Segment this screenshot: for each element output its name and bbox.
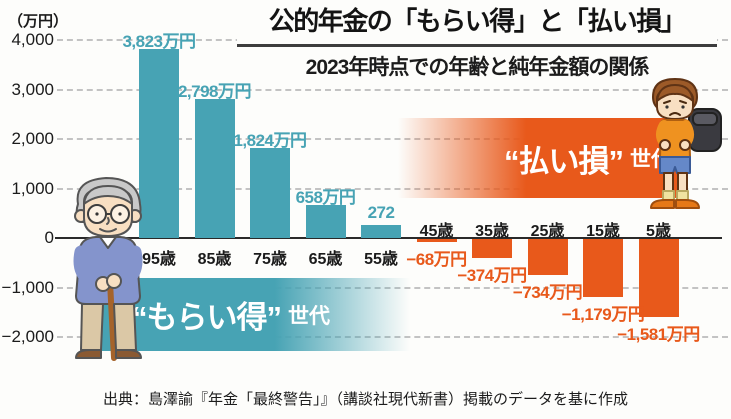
y-tick-label-0: 0 bbox=[44, 228, 54, 247]
bar-age-label-85歳: 85歳 bbox=[197, 251, 232, 268]
bar-95歳 bbox=[139, 48, 179, 238]
gain-banner-quote-text: “もらい得” bbox=[132, 300, 282, 335]
chart-subtitle: 2023年時点での年齢と純年金額の関係 bbox=[305, 55, 650, 79]
bar-age-label-35歳: 35歳 bbox=[475, 223, 509, 240]
bar-45歳 bbox=[416, 239, 457, 243]
gridline-2000 bbox=[57, 138, 728, 140]
schoolboy-illustration bbox=[650, 78, 722, 209]
y-tick-label-1000: 1,000 bbox=[11, 178, 54, 198]
bar-value-label-15歳: −1,179万円 bbox=[561, 305, 645, 325]
title-block: 公的年金の「もらい得」と「払い損」 2023年時点での年齢と純年金額の関係 bbox=[237, 3, 717, 81]
chart-title: 公的年金の「もらい得」と「払い損」 bbox=[237, 3, 717, 47]
bar-5歳 bbox=[638, 239, 679, 318]
bar-age-label-15歳: 15歳 bbox=[586, 223, 620, 240]
bar-value-label-55歳: 272 bbox=[367, 202, 395, 222]
man-pants bbox=[80, 303, 104, 351]
bar-age-label-45歳: 45歳 bbox=[419, 223, 454, 240]
bar-25歳 bbox=[527, 239, 568, 276]
boy-socks bbox=[662, 190, 675, 201]
y-tick-label--2000: −2,000 bbox=[1, 327, 54, 346]
gain-banner-suffix: 世代 bbox=[288, 304, 330, 328]
boy-shorts bbox=[659, 156, 691, 174]
bar-35歳 bbox=[472, 239, 512, 258]
bar-age-label-5歳: 5歳 bbox=[646, 223, 671, 240]
loss-generation-banner: “払い損” 世代 bbox=[398, 118, 683, 198]
bar-value-label-75歳: 1,824万円 bbox=[233, 130, 307, 150]
source-credit: 出典：島澤諭『年金「最終警告」』（講談社現代新書）掲載のデータを基に作成 bbox=[102, 391, 628, 408]
gain-generation-banner: “もらい得” 世代 bbox=[88, 278, 410, 351]
boy-shoes bbox=[650, 199, 675, 209]
y-axis-unit-label: （万円） bbox=[8, 13, 69, 30]
bar-age-label-95歳: 95歳 bbox=[142, 251, 176, 268]
loss-banner-quote-text: “払い損” bbox=[504, 143, 624, 179]
y-tick-label-3000: 3,000 bbox=[11, 79, 54, 99]
bar-85歳 bbox=[194, 99, 235, 238]
gridline-1000 bbox=[57, 187, 728, 190]
bar-age-label-75歳: 75歳 bbox=[253, 251, 287, 268]
bar-75歳 bbox=[250, 147, 290, 238]
y-tick-label-2000: 2,000 bbox=[11, 129, 54, 148]
man-cane bbox=[107, 279, 117, 361]
x-axis-zero-line bbox=[55, 237, 722, 239]
bar-value-label-35歳: −374万円 bbox=[457, 265, 527, 285]
y-tick-label--1000: −1,000 bbox=[1, 277, 54, 297]
bar-age-label-25歳: 25歳 bbox=[530, 223, 565, 240]
bar-age-label-65歳: 65歳 bbox=[308, 251, 343, 268]
man-shoes bbox=[75, 349, 102, 359]
bar-55歳 bbox=[361, 224, 401, 238]
elderly-man-illustration bbox=[73, 177, 143, 361]
bar-value-label-5歳: −1,581万円 bbox=[617, 325, 700, 345]
bar-value-label-95歳: 3,823万円 bbox=[122, 31, 196, 51]
bar-15歳 bbox=[583, 239, 623, 298]
bar-value-label-45歳: −68万円 bbox=[406, 250, 467, 270]
bar-value-label-65歳: 658万円 bbox=[295, 188, 356, 208]
bar-value-label-85歳: 2,798万円 bbox=[177, 82, 252, 102]
bar-value-label-25歳: −734万円 bbox=[512, 283, 583, 303]
bar-age-label-55歳: 55歳 bbox=[364, 251, 398, 268]
bar-65歳 bbox=[305, 205, 346, 238]
y-tick-label-4000: 4,000 bbox=[11, 30, 54, 49]
gridline-3000 bbox=[57, 88, 728, 91]
